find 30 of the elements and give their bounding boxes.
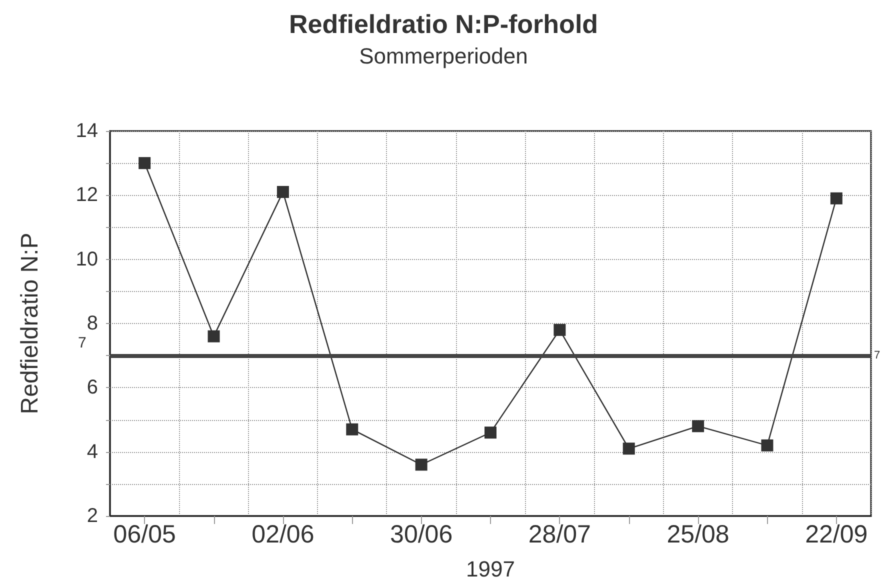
point (622, 442, 635, 455)
x-axis-title: 1997 (466, 556, 515, 582)
point (761, 439, 774, 452)
point (415, 458, 428, 471)
point (830, 192, 842, 204)
y-tick-label: 2 (86, 505, 98, 527)
point (208, 330, 220, 342)
y-tick-label: 12 (76, 184, 98, 206)
x-tick-label: 28/07 (528, 520, 591, 548)
y-tick-label: 4 (86, 440, 98, 463)
y-tick-label: 14 (76, 120, 98, 142)
text: 7 (78, 334, 86, 352)
y-tick-label: 8 (86, 312, 98, 334)
y-axis-title: Redfieldratio N:P (16, 232, 44, 414)
x-tick-label: 02/06 (252, 520, 314, 548)
chart-title: Redfieldratio N:P-forhold (288, 9, 598, 39)
x-tick-label: 22/09 (805, 520, 868, 548)
y-tick-label: 6 (86, 376, 98, 399)
x-tick-label: 06/05 (113, 520, 176, 548)
point (346, 423, 358, 436)
point (138, 157, 151, 170)
point (554, 324, 566, 336)
x-tick-label: 25/08 (666, 520, 730, 548)
x-tick-label: 30/06 (390, 520, 453, 548)
ref-line-label: 7 (874, 350, 880, 362)
point (692, 420, 704, 432)
point (484, 426, 496, 439)
y-tick-label: 10 (76, 248, 98, 270)
point (276, 186, 289, 198)
chart-subtitle: Sommerperioden (359, 44, 528, 68)
